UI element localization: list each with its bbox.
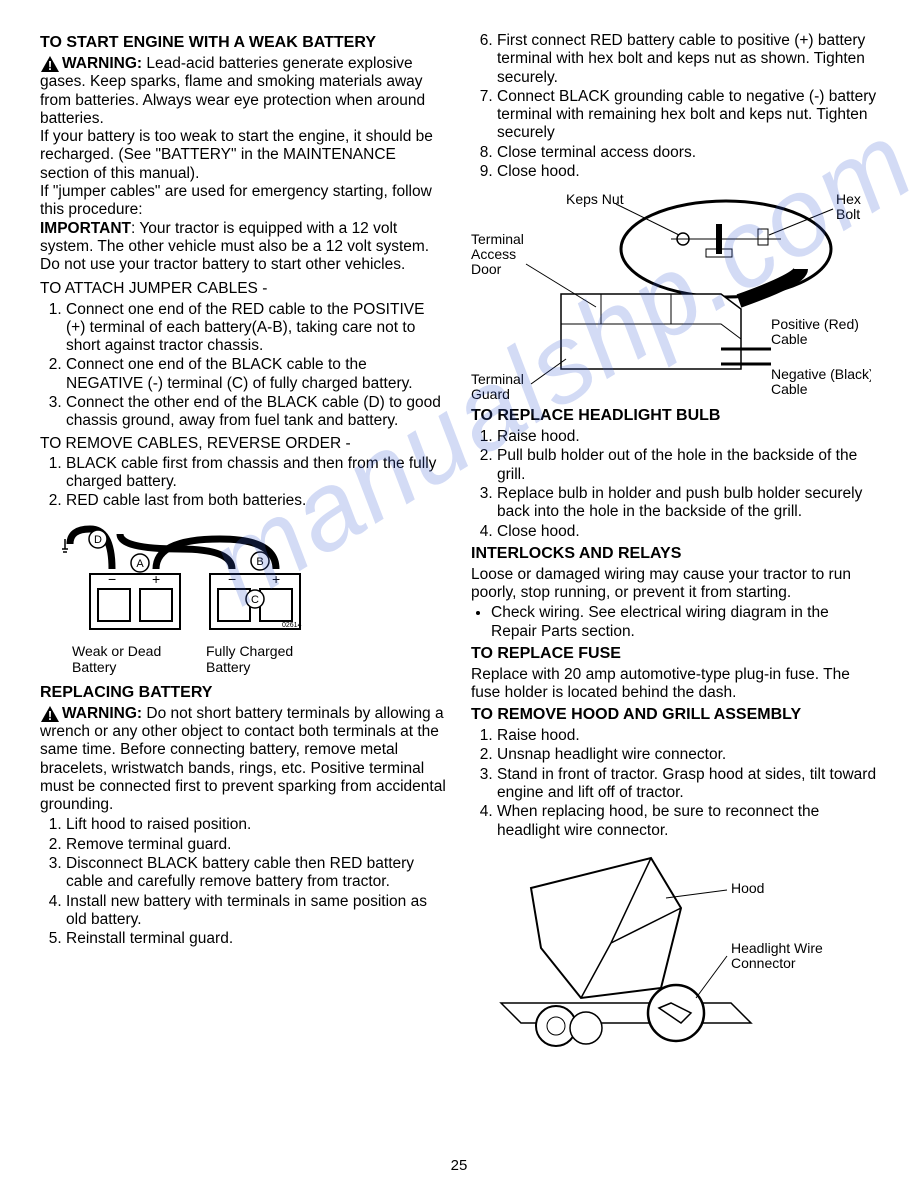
svg-text:D: D xyxy=(94,534,102,546)
svg-text:B: B xyxy=(256,556,263,568)
label-headlight-wire: Headlight Wire xyxy=(731,940,823,956)
columns: TO START ENGINE WITH A WEAK BATTERY ! WAR… xyxy=(40,30,878,1056)
svg-text:Bolt: Bolt xyxy=(836,206,860,222)
terminal-diagram: Keps Nut Hex Bolt Terminal Access Door T… xyxy=(471,189,878,399)
svg-text:A: A xyxy=(136,558,144,570)
svg-text:−: − xyxy=(228,571,236,587)
list-item: Remove terminal guard. xyxy=(66,836,447,854)
list-item: Reinstall terminal guard. xyxy=(66,930,447,948)
warning-label: WARNING: xyxy=(62,705,142,722)
svg-text:Cable: Cable xyxy=(771,381,808,397)
label-terminal-guard: Terminal xyxy=(471,371,524,387)
heading-replacing-battery: REPLACING BATTERY xyxy=(40,684,447,703)
heading-interlocks: INTERLOCKS AND RELAYS xyxy=(471,545,878,564)
warning-icon: ! xyxy=(40,705,60,723)
label-negative: Negative (Black) xyxy=(771,366,871,382)
fuse-text: Replace with 20 amp automotive-type plug… xyxy=(471,666,878,703)
svg-text:C: C xyxy=(251,594,259,606)
list-item: Check wiring. See electrical wiring diag… xyxy=(491,604,878,641)
attach-list: Connect one end of the RED cable to the … xyxy=(40,301,447,431)
svg-text:!: ! xyxy=(48,58,52,73)
replace-list: Lift hood to raised position. Remove ter… xyxy=(40,816,447,948)
list-item: Connect the other end of the BLACK cable… xyxy=(66,394,447,431)
warning-1: !WARNING: Lead-acid batteries generate e… xyxy=(40,55,447,128)
list-item: Connect BLACK grounding cable to negativ… xyxy=(497,88,878,143)
svg-text:Connector: Connector xyxy=(731,955,796,971)
svg-text:Cable: Cable xyxy=(771,331,808,347)
list-item: BLACK cable first from chassis and then … xyxy=(66,455,447,492)
svg-text:−: − xyxy=(108,571,116,587)
svg-text:+: + xyxy=(152,571,160,587)
label-keps: Keps Nut xyxy=(566,191,624,207)
svg-text:+: + xyxy=(272,571,280,587)
subheading-attach: TO ATTACH JUMPER CABLES - xyxy=(40,280,447,298)
remove-list: BLACK cable first from chassis and then … xyxy=(40,455,447,511)
warning-label: WARNING: xyxy=(62,55,142,72)
list-item: Close terminal access doors. xyxy=(497,144,878,162)
list-item: RED cable last from both batteries. xyxy=(66,492,447,510)
svg-text:02614: 02614 xyxy=(282,622,302,629)
page: manualshp.com TO START ENGINE WITH A WEA… xyxy=(0,0,918,1188)
list-item: Replace bulb in holder and push bulb hol… xyxy=(497,485,878,522)
svg-text:Access: Access xyxy=(471,246,516,262)
list-item: Raise hood. xyxy=(497,428,878,446)
hood-list: Raise hood. Unsnap headlight wire connec… xyxy=(471,727,878,840)
heading-fuse: TO REPLACE FUSE xyxy=(471,645,878,664)
list-item: Lift hood to raised position. xyxy=(66,816,447,834)
list-item: Install new battery with terminals in sa… xyxy=(66,893,447,930)
warning-2: !WARNING: Do not short battery terminals… xyxy=(40,705,447,815)
list-item: When replacing hood, be sure to reconnec… xyxy=(497,803,878,840)
diagram-caption: Weak or Dead Battery Fully Charged Batte… xyxy=(72,643,447,676)
list-item: Disconnect BLACK battery cable then RED … xyxy=(66,855,447,892)
caption-weak: Weak or Dead Battery xyxy=(72,643,172,676)
list-item: Pull bulb holder out of the hole in the … xyxy=(497,447,878,484)
page-number: 25 xyxy=(0,1157,918,1174)
subheading-remove: TO REMOVE CABLES, REVERSE ORDER - xyxy=(40,435,447,453)
list-item: First connect RED battery cable to posit… xyxy=(497,32,878,87)
interlocks-text: Loose or damaged wiring may cause your t… xyxy=(471,566,878,603)
important-label: IMPORTANT xyxy=(40,220,131,237)
list-item: Stand in front of tractor. Grasp hood at… xyxy=(497,766,878,803)
important-block: IMPORTANT: Your tractor is equipped with… xyxy=(40,220,447,275)
list-item: Unsnap headlight wire connector. xyxy=(497,746,878,764)
heading-start-engine: TO START ENGINE WITH A WEAK BATTERY xyxy=(40,34,447,53)
heading-headlight: TO REPLACE HEADLIGHT BULB xyxy=(471,407,878,426)
caption-full: Fully Charged Battery xyxy=(206,643,306,676)
left-column: TO START ENGINE WITH A WEAK BATTERY ! WAR… xyxy=(40,30,447,1056)
list-item: Close hood. xyxy=(497,523,878,541)
right-column: First connect RED battery cable to posit… xyxy=(471,30,878,1056)
heading-hood: TO REMOVE HOOD AND GRILL ASSEMBLY xyxy=(471,706,878,725)
interlocks-bullet: Check wiring. See electrical wiring diag… xyxy=(471,604,878,641)
warning-icon: ! xyxy=(40,55,60,73)
list-item: Raise hood. xyxy=(497,727,878,745)
para-jumper: If "jumper cables" are used for emergenc… xyxy=(40,183,447,220)
list-item: Connect one end of the RED cable to the … xyxy=(66,301,447,356)
list-item: Connect one end of the BLACK cable to th… xyxy=(66,356,447,393)
svg-text:!: ! xyxy=(48,708,52,723)
battery-diagram: − + − + A B C D 02614 Weak or Dead Battery… xyxy=(60,519,447,676)
continue-list: First connect RED battery cable to posit… xyxy=(471,32,878,181)
para-recharge: If your battery is too weak to start the… xyxy=(40,128,447,183)
svg-text:Guard: Guard xyxy=(471,386,510,399)
label-hood: Hood xyxy=(731,880,764,896)
bulb-list: Raise hood. Pull bulb holder out of the … xyxy=(471,428,878,541)
hood-diagram: Hood Headlight Wire Connector xyxy=(471,848,878,1048)
label-terminal-access: Terminal xyxy=(471,231,524,247)
list-item: Close hood. xyxy=(497,163,878,181)
label-hex: Hex xyxy=(836,191,861,207)
label-positive: Positive (Red) xyxy=(771,316,859,332)
svg-text:Door: Door xyxy=(471,261,502,277)
